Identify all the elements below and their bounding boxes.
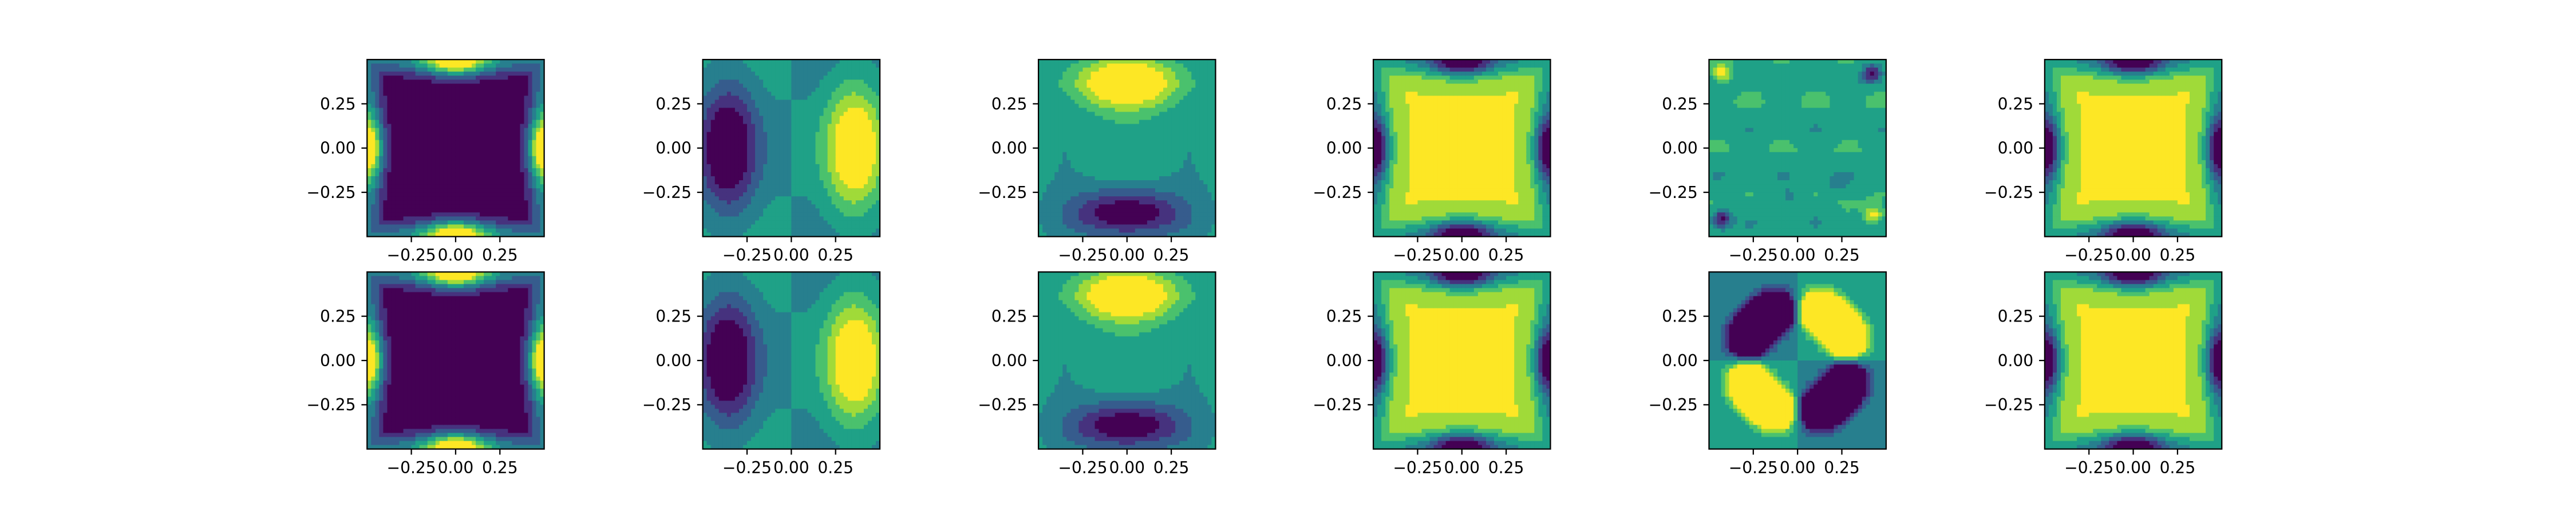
y-tick-label: 0.25 — [991, 307, 1028, 326]
y-tick-label: 0.25 — [655, 307, 692, 326]
x-tick-label: 0.00 — [773, 458, 809, 477]
x-tick-label: 0.25 — [1824, 458, 1860, 477]
subplot-r1-c5: 0.250.00−0.25−0.25 0.00 0.25 — [1984, 271, 2223, 477]
x-tick-label: −0.25 — [1729, 246, 1778, 265]
x-tick-label: −0.25 — [722, 246, 772, 265]
y-tick-label: 0.00 — [1998, 139, 2034, 158]
y-tick-label: 0.25 — [1998, 94, 2034, 113]
contour-field — [702, 60, 880, 237]
x-tick-label: 0.25 — [817, 246, 854, 265]
x-tick-label: 0.00 — [438, 458, 474, 477]
x-tick-label: 0.25 — [2160, 458, 2196, 477]
x-tick-label: 0.25 — [1153, 458, 1190, 477]
x-tick-label: 0.25 — [482, 458, 518, 477]
y-tick-label: 0.00 — [1326, 351, 1362, 370]
y-tick-label: 0.25 — [655, 94, 692, 113]
x-tick-label: 0.25 — [817, 458, 854, 477]
subplot-r0-c2: 0.250.00−0.25−0.25 0.00 0.25 — [978, 58, 1216, 265]
x-tick-label: 0.00 — [1780, 246, 1816, 265]
x-tick-label: −0.25 — [1058, 246, 1107, 265]
x-tick-label: 0.25 — [1488, 458, 1524, 477]
y-tick-label: −0.25 — [306, 183, 355, 202]
x-tick-label: 0.00 — [1109, 458, 1145, 477]
y-tick-label: 0.00 — [320, 351, 356, 370]
x-tick-label: 0.25 — [482, 246, 518, 265]
x-tick-label: 0.00 — [2115, 458, 2151, 477]
x-tick-label: 0.00 — [2115, 246, 2151, 265]
x-tick-label: −0.25 — [722, 458, 772, 477]
subplot-r1-c0: 0.250.00−0.25−0.25 0.00 0.25 — [306, 271, 545, 477]
y-tick-label: 0.25 — [1662, 307, 1698, 326]
contour-field — [367, 272, 544, 449]
x-tick-label: −0.25 — [1393, 246, 1442, 265]
x-tick-label: 0.00 — [1444, 246, 1480, 265]
y-tick-label: 0.25 — [1662, 94, 1698, 113]
subplot-r1-c1: 0.250.00−0.25−0.25 0.00 0.25 — [642, 271, 881, 477]
y-tick-label: 0.00 — [655, 351, 692, 370]
y-tick-label: 0.00 — [1998, 351, 2034, 370]
y-tick-label: −0.25 — [642, 183, 692, 202]
y-tick-label: 0.25 — [991, 94, 1028, 113]
contour-field — [2044, 272, 2222, 449]
x-tick-label: −0.25 — [1393, 458, 1442, 477]
y-tick-label: −0.25 — [1984, 395, 2033, 414]
subplot-r0-c3: 0.250.00−0.25−0.25 0.00 0.25 — [1313, 58, 1551, 265]
x-tick-label: −0.25 — [2064, 246, 2113, 265]
panels-grid: 0.250.00−0.25−0.25 0.00 0.250.250.00−0.25−… — [306, 58, 2223, 477]
y-tick-label: 0.00 — [1326, 139, 1362, 158]
subplot-r0-c5: 0.250.00−0.25−0.25 0.00 0.25 — [1984, 58, 2223, 265]
y-tick-label: 0.25 — [1326, 94, 1362, 113]
contour-field — [1709, 272, 1886, 449]
subplot-r1-c4: 0.250.00−0.25−0.25 0.00 0.25 — [1649, 271, 1887, 477]
y-tick-label: −0.25 — [1984, 183, 2033, 202]
x-tick-label: 0.25 — [1153, 246, 1190, 265]
y-tick-label: −0.25 — [1313, 395, 1362, 414]
y-tick-label: 0.00 — [1662, 139, 1698, 158]
x-tick-label: 0.25 — [1824, 246, 1860, 265]
y-tick-label: 0.00 — [1662, 351, 1698, 370]
x-tick-label: 0.00 — [1444, 458, 1480, 477]
x-tick-label: −0.25 — [2064, 458, 2113, 477]
x-tick-label: −0.25 — [387, 246, 436, 265]
contour-field — [1373, 272, 1551, 449]
x-tick-label: 0.00 — [773, 246, 809, 265]
y-tick-label: −0.25 — [642, 395, 692, 414]
y-tick-label: 0.25 — [320, 94, 356, 113]
y-tick-label: −0.25 — [1649, 183, 1698, 202]
subplot-r1-c3: 0.250.00−0.25−0.25 0.00 0.25 — [1313, 271, 1551, 477]
y-tick-label: 0.00 — [991, 139, 1028, 158]
y-tick-label: 0.25 — [1998, 307, 2034, 326]
y-tick-label: 0.00 — [320, 139, 356, 158]
y-tick-label: 0.25 — [320, 307, 356, 326]
x-tick-label: 0.00 — [1109, 246, 1145, 265]
x-tick-label: −0.25 — [1729, 458, 1778, 477]
y-tick-label: −0.25 — [978, 395, 1027, 414]
contour-field — [1373, 60, 1551, 237]
y-tick-label: −0.25 — [1649, 395, 1698, 414]
contour-field — [702, 272, 880, 449]
subplot-r0-c0: 0.250.00−0.25−0.25 0.00 0.25 — [306, 58, 545, 265]
subplot-r0-c4: 0.250.00−0.25−0.25 0.00 0.25 — [1649, 58, 1887, 265]
x-tick-label: 0.25 — [2160, 246, 2196, 265]
subplot-r0-c1: 0.250.00−0.25−0.25 0.00 0.25 — [642, 58, 881, 265]
contour-field — [1038, 272, 1216, 449]
subplot-r1-c2: 0.250.00−0.25−0.25 0.00 0.25 — [978, 271, 1216, 477]
contour-field — [2044, 60, 2222, 237]
x-tick-label: 0.00 — [1780, 458, 1816, 477]
contour-field — [367, 60, 544, 237]
y-tick-label: 0.00 — [655, 139, 692, 158]
y-tick-label: −0.25 — [1313, 183, 1362, 202]
x-tick-label: −0.25 — [387, 458, 436, 477]
y-tick-label: −0.25 — [978, 183, 1027, 202]
y-tick-label: −0.25 — [306, 395, 355, 414]
y-tick-label: 0.00 — [991, 351, 1028, 370]
y-tick-label: 0.25 — [1326, 307, 1362, 326]
contour-field — [1709, 60, 1886, 237]
x-tick-label: 0.25 — [1488, 246, 1524, 265]
x-tick-label: −0.25 — [1058, 458, 1107, 477]
contour-field — [1038, 60, 1216, 237]
x-tick-label: 0.00 — [438, 246, 474, 265]
